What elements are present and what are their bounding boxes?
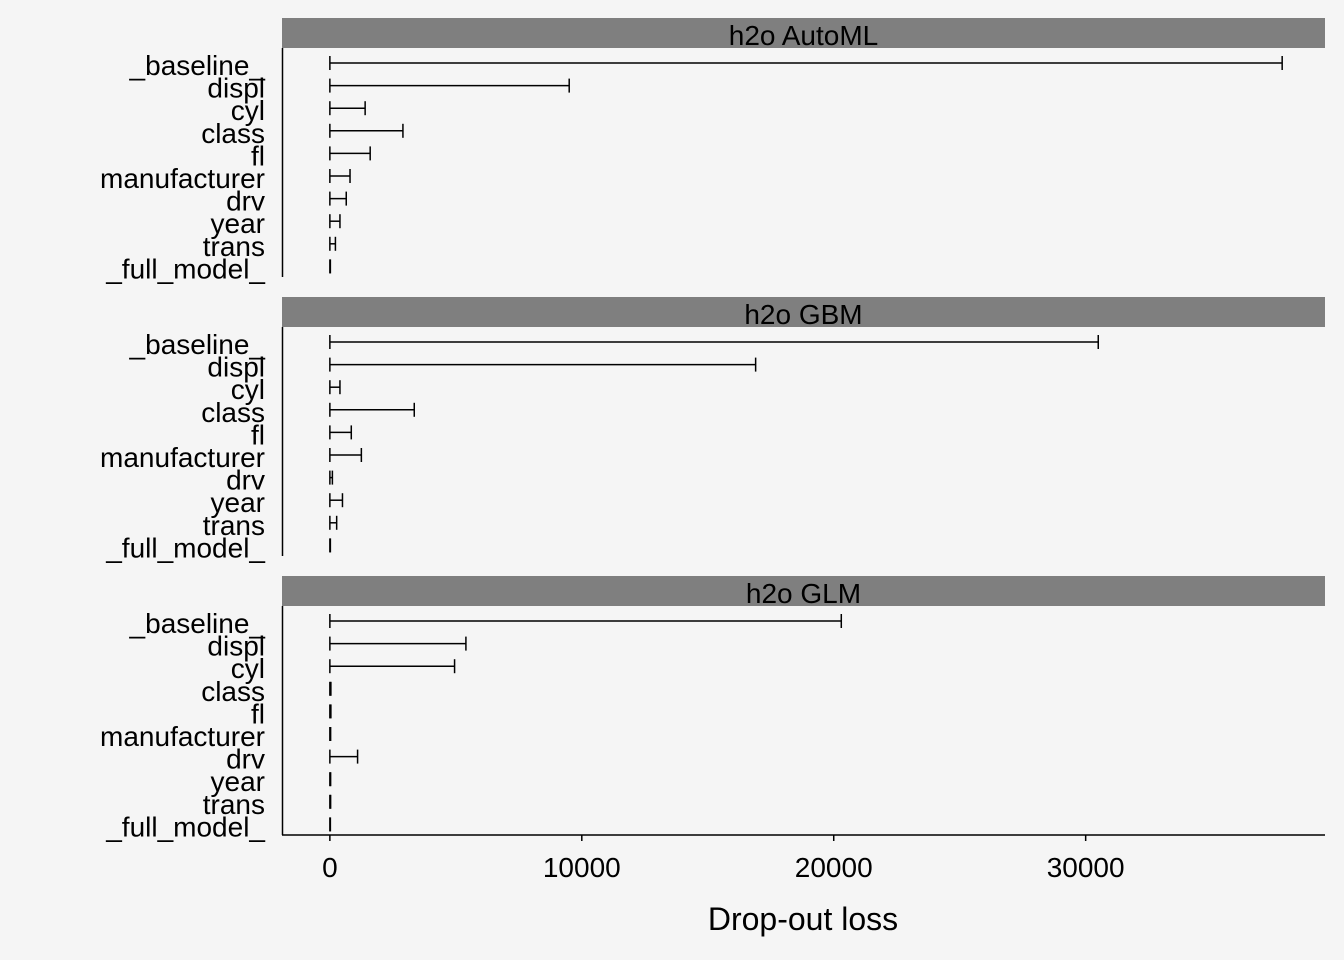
x-tick-label: 30000	[1047, 852, 1125, 883]
y-tick-label: fl	[251, 698, 265, 729]
interval-bar	[329, 772, 332, 787]
y-tick-label: year	[211, 208, 265, 239]
interval-bar	[329, 493, 344, 508]
interval-bar	[329, 259, 332, 274]
interval-bar	[329, 636, 467, 651]
facet-panel: h2o GBM _baseline_displcylclassflmanufact…	[100, 297, 1325, 563]
interval-bar	[329, 214, 341, 229]
y-tick-label: _full_model_	[105, 253, 265, 284]
y-tick-label: _baseline_	[129, 608, 266, 639]
interval-bar	[329, 794, 332, 809]
y-tick-label: drv	[226, 744, 265, 775]
y-tick-label: year	[211, 487, 265, 518]
interval-bar	[329, 727, 332, 741]
facet-strip-label: h2o AutoML	[729, 20, 878, 51]
interval-bar	[329, 659, 456, 674]
interval-bar	[329, 146, 371, 161]
y-tick-label: displ	[207, 352, 265, 383]
y-tick-label: year	[211, 766, 265, 797]
x-axis-title: Drop-out loss	[708, 901, 898, 937]
y-tick-label: displ	[207, 631, 265, 662]
y-tick-label: cyl	[231, 374, 265, 405]
interval-bar	[329, 515, 338, 530]
y-tick-label: _full_model_	[105, 532, 265, 563]
facet-strip	[282, 576, 1325, 606]
interval-bar	[329, 425, 353, 440]
y-tick-label: manufacturer	[100, 721, 265, 752]
x-tick-label: 0	[322, 852, 338, 883]
y-tick-label: drv	[226, 465, 265, 496]
y-tick-label: trans	[203, 789, 265, 820]
y-tick-label: class	[201, 676, 265, 707]
y-tick-label: _baseline_	[129, 50, 266, 81]
y-tick-label: trans	[203, 510, 265, 541]
y-tick-label: manufacturer	[100, 163, 265, 194]
facet-strip-label: h2o GBM	[744, 299, 862, 330]
facet-strip-label: h2o GLM	[746, 578, 861, 609]
facet-panels: h2o AutoML_baseline_displcylclassflmanuf…	[100, 18, 1325, 842]
interval-bar	[329, 448, 363, 462]
y-tick-label: _full_model_	[105, 811, 265, 842]
y-tick-label: fl	[251, 419, 265, 450]
y-tick-label: cyl	[231, 95, 265, 126]
facet-panel: h2o GLM _baseline_displcylclassflmanufact…	[100, 576, 1325, 842]
interval-bar	[329, 78, 570, 93]
facet-strip	[282, 297, 1325, 327]
y-tick-label: drv	[226, 186, 265, 217]
x-tick-label: 10000	[543, 852, 621, 883]
interval-bar	[329, 380, 341, 395]
y-tick-label: fl	[251, 140, 265, 171]
x-tick-label: 20000	[795, 852, 873, 883]
interval-bar	[329, 236, 337, 251]
y-tick-label: trans	[203, 231, 265, 262]
interval-bar	[329, 101, 366, 116]
interval-bar	[329, 123, 404, 138]
x-axis: 0 10000 20000 30000	[282, 834, 1325, 883]
interval-bar	[329, 191, 347, 206]
interval-bar	[329, 704, 332, 719]
y-tick-label: _baseline_	[129, 329, 266, 360]
y-tick-label: class	[201, 118, 265, 149]
y-tick-label: manufacturer	[100, 442, 265, 473]
y-tick-label: cyl	[231, 653, 265, 684]
interval-bar	[329, 357, 757, 372]
interval-bar	[329, 402, 416, 417]
interval-bar	[329, 335, 1100, 349]
interval-bar	[329, 817, 332, 832]
interval-bar	[329, 681, 332, 696]
y-tick-label: displ	[207, 73, 265, 104]
interval-bar	[329, 749, 359, 764]
interval-bar	[329, 614, 843, 628]
facet-panel: h2o AutoML _baseline_displcylclassflmanuf…	[100, 18, 1325, 284]
interval-bar	[329, 56, 1283, 70]
interval-bar	[329, 538, 332, 553]
y-tick-label: class	[201, 397, 265, 428]
interval-bar	[329, 470, 334, 485]
interval-bar	[329, 169, 351, 183]
facet-strip	[282, 18, 1325, 48]
